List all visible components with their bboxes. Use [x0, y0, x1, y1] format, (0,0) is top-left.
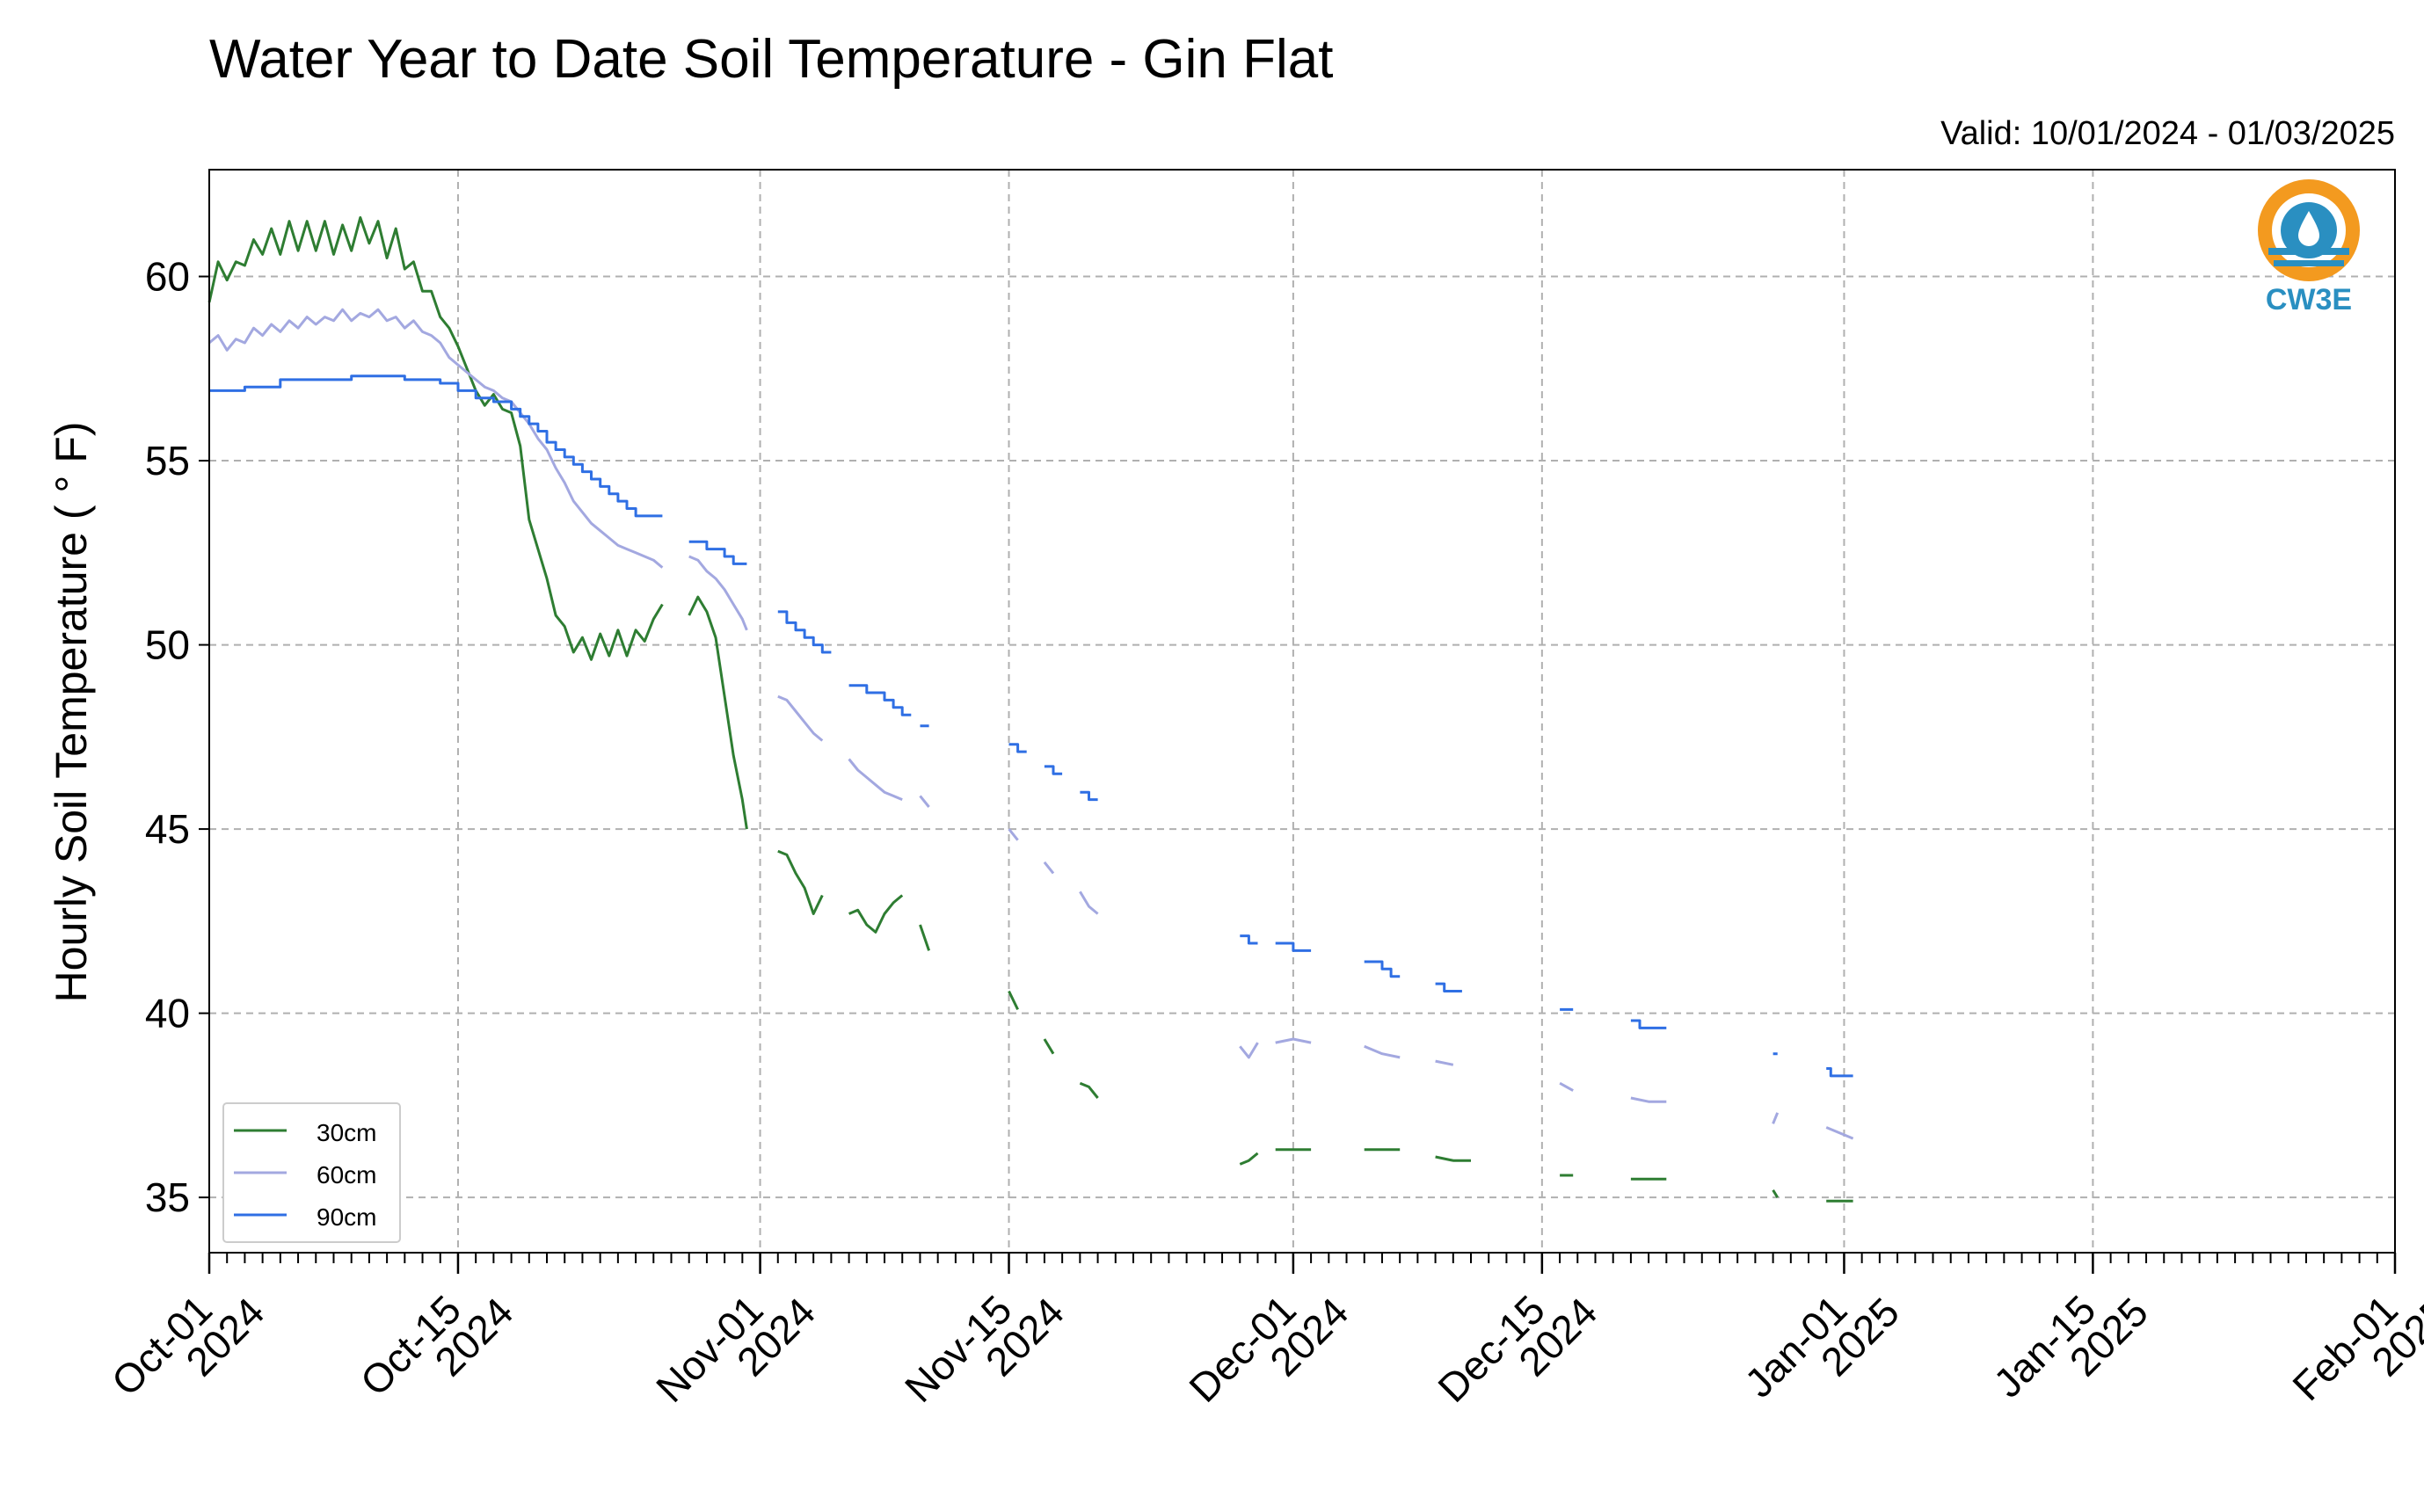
- legend-box: [222, 1102, 401, 1243]
- logo-sun-ring: [2258, 179, 2360, 281]
- logo-wave-2: [2274, 260, 2344, 266]
- series-30cm: [207, 216, 1853, 1203]
- y-tick-label: 45: [145, 806, 190, 852]
- logo-wordmark: CW3E: [2266, 283, 2352, 316]
- legend-label-60cm: 60cm: [317, 1161, 376, 1189]
- legend: 30cm 60cm 90cm: [222, 1102, 401, 1243]
- y-tick-label: 50: [145, 622, 190, 668]
- cw3e-logo: CW3E: [2258, 179, 2360, 316]
- chart-title: Water Year to Date Soil Temperature - Gi…: [209, 29, 1333, 90]
- y-tick-label: 40: [145, 991, 190, 1036]
- legend-label-30cm: 30cm: [317, 1119, 376, 1146]
- legend-label-90cm: 90cm: [317, 1203, 376, 1231]
- series-line-90cm: [209, 374, 1853, 1078]
- series-line-60cm: [208, 308, 1854, 1140]
- logo-wave-1: [2268, 248, 2349, 255]
- y-tick-label: 35: [145, 1174, 190, 1220]
- chart-subtitle: Valid: 10/01/2024 - 01/03/2025: [1940, 115, 2395, 152]
- series-60cm: [208, 308, 1854, 1140]
- logo-water-drop-icon: [2298, 211, 2319, 246]
- y-axis-label: Hourly Soil Temperature ( ° F): [47, 422, 96, 1003]
- y-axis: 35 40 45 50 55 60: [145, 254, 209, 1220]
- series-90cm: [209, 374, 1853, 1078]
- plot-area-frame: [208, 169, 2396, 1254]
- y-tick-label: 60: [145, 254, 190, 300]
- y-tick-label: 55: [145, 438, 190, 483]
- series-lines: [207, 216, 1854, 1203]
- series-line-30cm: [207, 216, 1853, 1203]
